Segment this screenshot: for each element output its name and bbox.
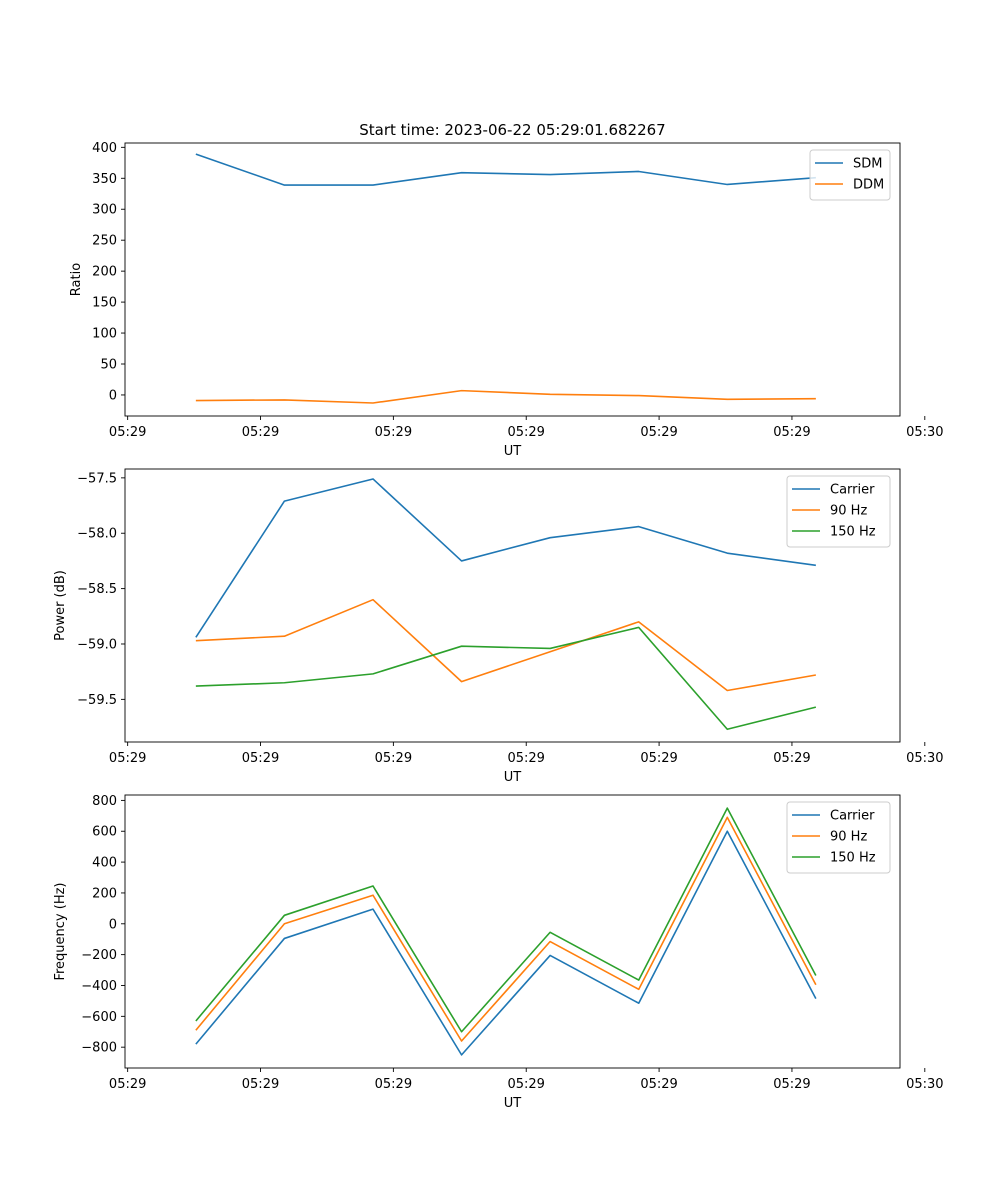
y-axis-label: Power (dB) <box>53 570 68 641</box>
axes-frame <box>124 794 901 1069</box>
legend-box <box>786 475 891 548</box>
series-line-carrier <box>195 830 817 1056</box>
x-axis-label: UT <box>504 770 522 785</box>
y-tick-label: −600 <box>81 1010 117 1025</box>
legend-label: 150 Hz <box>830 851 876 866</box>
chart-panel-1: 05:29 05:29 05:29 05:29 05:29 05:29 05:30 0 50 10… <box>69 121 944 459</box>
y-tick-label: 800 <box>92 794 117 809</box>
y-tick-label: 200 <box>92 886 117 901</box>
chart-panel-2: 05:29 05:29 05:29 05:29 05:29 05:29 05:30 −59.5… <box>53 468 944 785</box>
x-tick-label: 05:29 <box>109 751 146 766</box>
y-axis-label: Frequency (Hz) <box>53 882 68 980</box>
series-line-ddm <box>195 389 816 404</box>
x-tick-label: 05:30 <box>906 751 943 766</box>
x-tick-label: 05:29 <box>242 751 279 766</box>
chart-title: Start time: 2023-06-22 05:29:01.682267 <box>359 121 665 139</box>
series-line-90-hz <box>195 598 816 692</box>
y-tick-label: −200 <box>81 948 117 963</box>
series-line-90-hz <box>195 816 817 1042</box>
x-axis-label: UT <box>504 444 522 459</box>
x-tick-label: 05:29 <box>507 425 544 440</box>
y-tick-label: −59.5 <box>77 693 117 708</box>
x-tick-label: 05:29 <box>242 1077 279 1092</box>
y-tick-label: 0 <box>109 388 117 403</box>
y-tick-label: −800 <box>81 1041 117 1056</box>
y-tick-label: −58.5 <box>77 582 117 597</box>
y-tick-label: 250 <box>92 234 117 249</box>
x-tick-label: 05:29 <box>773 751 810 766</box>
series-line-carrier <box>195 478 816 638</box>
y-tick-label: 200 <box>92 265 117 280</box>
legend: Carrier 90 Hz 150 Hz <box>786 475 891 548</box>
legend: Carrier 90 Hz 150 Hz <box>786 801 891 874</box>
y-tick-label: 300 <box>92 203 117 218</box>
legend-label: DDM <box>853 178 884 193</box>
x-tick-label: 05:29 <box>773 1077 810 1092</box>
x-tick-label: 05:29 <box>640 1077 677 1092</box>
y-tick-label: 600 <box>92 825 117 840</box>
legend-label: SDM <box>853 157 882 172</box>
series-line-150-hz <box>195 807 817 1033</box>
legend-box <box>786 801 891 874</box>
legend: SDM DDM <box>809 149 891 201</box>
legend-label: 150 Hz <box>830 525 876 540</box>
y-tick-label: 0 <box>109 917 117 932</box>
x-tick-label: 05:29 <box>375 751 412 766</box>
series-line-150-hz <box>195 626 817 731</box>
x-tick-label: 05:29 <box>507 751 544 766</box>
y-tick-label: −59.0 <box>77 637 117 652</box>
legend-label: Carrier <box>830 483 875 498</box>
x-tick-label: 05:29 <box>375 425 412 440</box>
x-tick-label: 05:29 <box>109 425 146 440</box>
y-tick-label: 150 <box>92 296 117 311</box>
series-line-sdm <box>195 153 816 186</box>
y-axis-label: Ratio <box>69 263 84 296</box>
x-tick-label: 05:30 <box>906 425 943 440</box>
x-tick-label: 05:29 <box>773 425 810 440</box>
y-tick-label: −57.5 <box>77 471 117 486</box>
axes-frame <box>124 142 901 417</box>
y-tick-label: 50 <box>100 358 117 373</box>
chart-panel-3: 05:29 05:29 05:29 05:29 05:29 05:29 05:30 −800 −… <box>53 794 944 1111</box>
x-tick-label: 05:29 <box>375 1077 412 1092</box>
axes-frame <box>124 468 901 743</box>
y-tick-label: 350 <box>92 172 117 187</box>
y-tick-label: 400 <box>92 141 117 156</box>
legend-label: 90 Hz <box>830 830 867 845</box>
y-tick-label: −400 <box>81 979 117 994</box>
x-tick-label: 05:29 <box>640 751 677 766</box>
x-tick-label: 05:29 <box>242 425 279 440</box>
x-tick-label: 05:29 <box>507 1077 544 1092</box>
legend-label: Carrier <box>830 809 875 824</box>
x-tick-label: 05:29 <box>109 1077 146 1092</box>
x-tick-label: 05:29 <box>640 425 677 440</box>
legend-label: 90 Hz <box>830 504 867 519</box>
x-tick-label: 05:30 <box>906 1077 943 1092</box>
y-tick-label: −58.0 <box>77 527 117 542</box>
y-tick-label: 100 <box>92 327 117 342</box>
x-axis-label: UT <box>504 1096 522 1111</box>
y-tick-label: 400 <box>92 856 117 871</box>
